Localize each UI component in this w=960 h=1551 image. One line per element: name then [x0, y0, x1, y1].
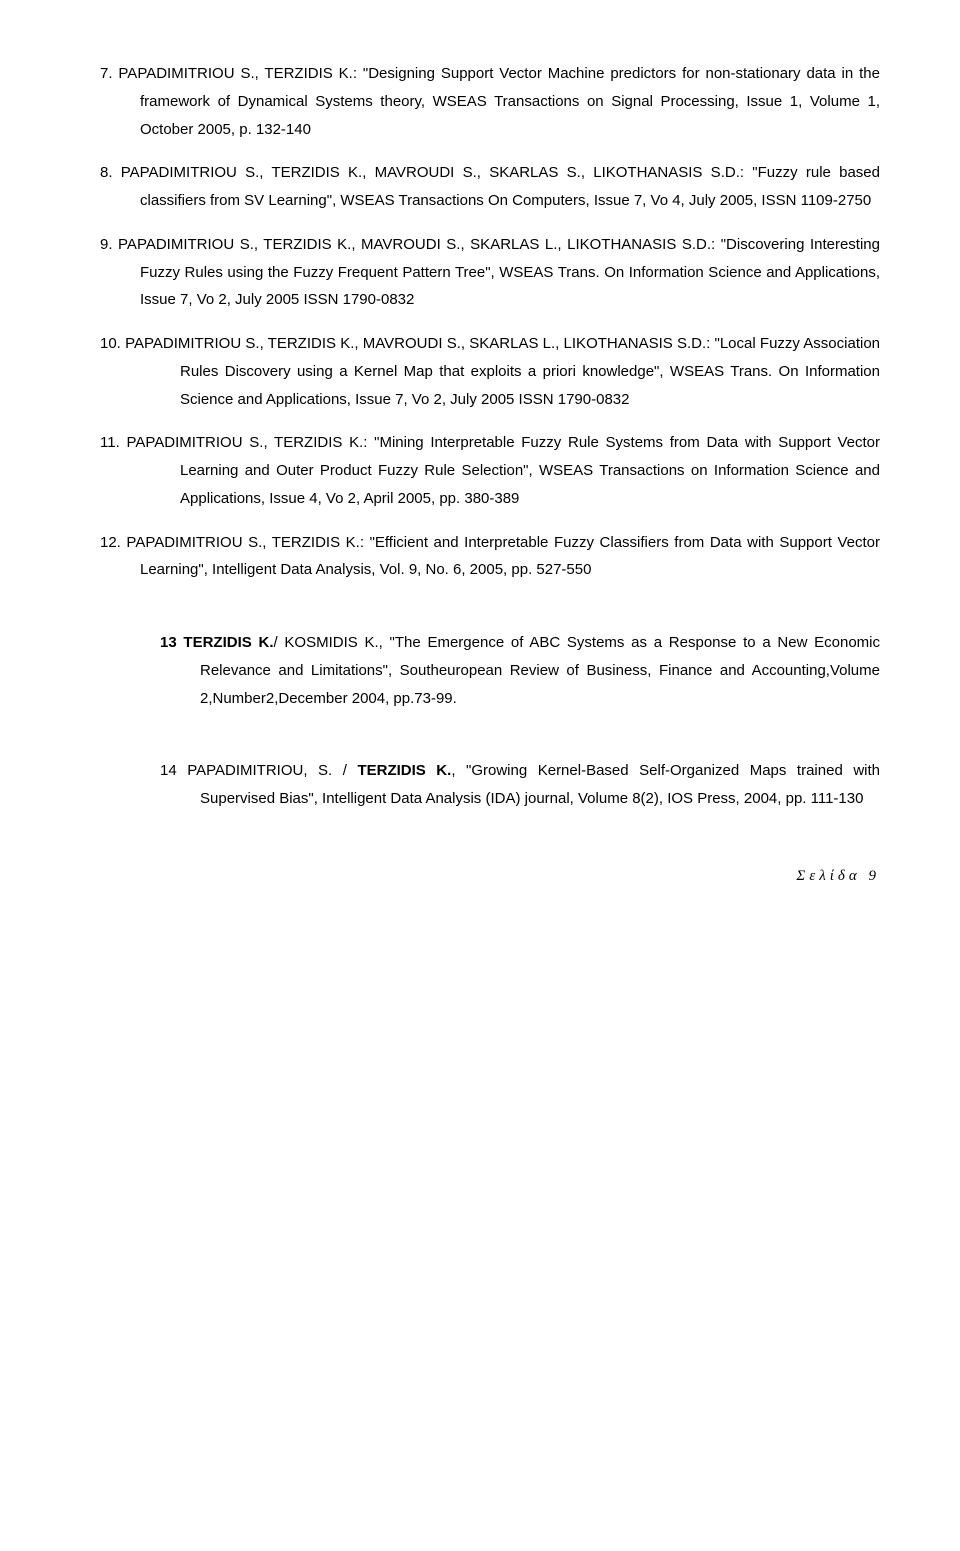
publication-entry: 8. PAPADIMITRIOU S., TERZIDIS K., MAVROU…: [100, 159, 880, 215]
page-footer: Σελίδα 9: [100, 863, 880, 891]
publication-list: 7. PAPADIMITRIOU S., TERZIDIS K.: "Desig…: [100, 60, 880, 813]
publication-entry: 11. PAPADIMITRIOU S., TERZIDIS K.: "Mini…: [100, 429, 880, 512]
publication-entry: 12. PAPADIMITRIOU S., TERZIDIS K.: "Effi…: [100, 529, 880, 585]
publication-entry: 9. PAPADIMITRIOU S., TERZIDIS K., MAVROU…: [100, 231, 880, 314]
publication-entry: 14 PAPADIMITRIOU, S. / TERZIDIS K., "Gro…: [100, 757, 880, 813]
publication-entry: 7. PAPADIMITRIOU S., TERZIDIS K.: "Desig…: [100, 60, 880, 143]
publication-entry: 13 TERZIDIS K./ KOSMIDIS K., "The Emerge…: [100, 629, 880, 712]
publication-entry: 10. PAPADIMITRIOU S., TERZIDIS K., MAVRO…: [100, 330, 880, 413]
